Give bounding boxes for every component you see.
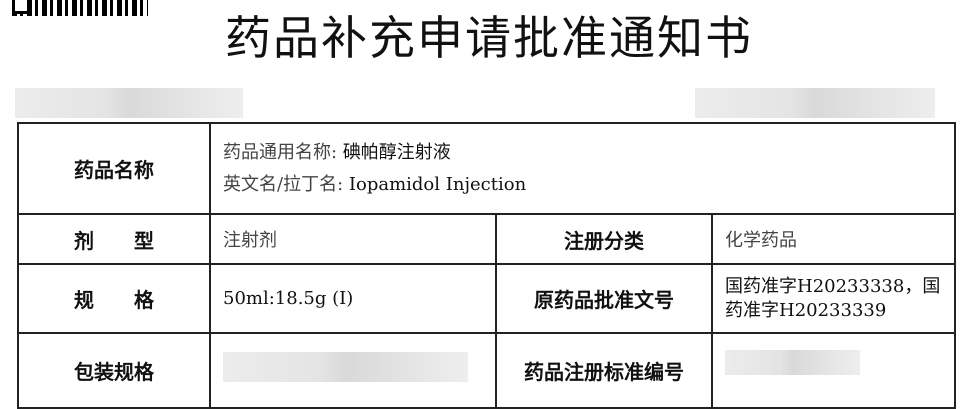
english-name-value: Iopamidol Injection [348,173,527,195]
document-title: 药品补充申请批准通知书 [225,11,753,65]
original-approval-label: 原药品批准文号 [495,263,713,334]
standard-number-value [711,332,956,409]
redacted-field [15,88,243,118]
redacted-field [695,88,935,118]
common-name-value: 碘帕醇注射液 [342,141,451,163]
drug-name-label: 药品名称 [17,122,211,215]
registration-class-value: 化学药品 [711,213,956,265]
registration-class-label: 注册分类 [495,213,713,265]
spec-value: 50ml:18.5g (I) [209,263,497,334]
qr-code-corner [12,0,30,14]
original-approval-value: 国药准字H20233338，国药准字H20233339 [711,263,956,334]
qr-code [12,0,148,16]
package-spec-value [209,332,497,409]
drug-name-cell: 药品通用名称: 碘帕醇注射液 英文名/拉丁名: Iopamidol Inject… [209,122,956,215]
spec-label: 规 格 [17,263,211,334]
standard-number-label: 药品注册标准编号 [495,332,713,409]
english-name-label: 英文名/拉丁名: [223,173,344,195]
common-name-label: 药品通用名称: [223,141,338,163]
dosage-form-label: 剂 型 [17,213,211,265]
approval-table: 药品名称 药品通用名称: 碘帕醇注射液 英文名/拉丁名: Iopamidol I… [17,122,956,409]
package-spec-label: 包装规格 [17,332,211,409]
dosage-form-value: 注射剂 [209,213,497,265]
